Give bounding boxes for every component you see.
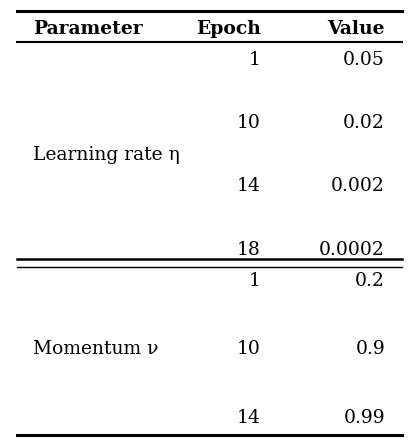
Text: 0.99: 0.99 [342,409,384,427]
Text: 0.002: 0.002 [330,177,384,195]
Text: 0.05: 0.05 [342,51,384,69]
Text: 0.9: 0.9 [354,340,384,358]
Text: 0.02: 0.02 [342,114,384,132]
Text: 1: 1 [248,51,260,69]
Text: Epoch: Epoch [195,20,260,38]
Text: 0.2: 0.2 [354,272,384,290]
Text: 14: 14 [236,409,260,427]
Text: 10: 10 [236,340,260,358]
Text: Momentum ν: Momentum ν [33,340,158,358]
Text: Learning rate η: Learning rate η [33,146,179,164]
Text: 1: 1 [248,272,260,290]
Text: Parameter: Parameter [33,20,142,38]
Text: Value: Value [327,20,384,38]
Text: 10: 10 [236,114,260,132]
Text: 18: 18 [236,241,260,259]
Text: 0.0002: 0.0002 [318,241,384,259]
Text: 14: 14 [236,177,260,195]
